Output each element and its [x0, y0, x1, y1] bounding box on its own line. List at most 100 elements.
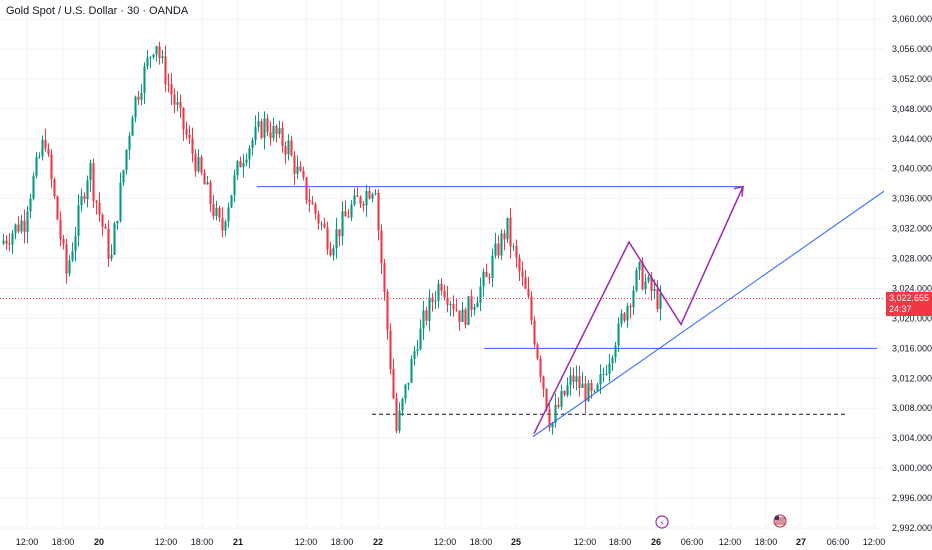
candle-body: [491, 255, 494, 278]
candle-body: [26, 211, 29, 232]
candle-body: [524, 277, 527, 289]
candle-body: [317, 213, 320, 224]
candle-body: [527, 288, 530, 297]
current-price-tag: 3,022.655 24:37: [886, 292, 932, 316]
price-tick-label: 3,012.000: [892, 373, 932, 383]
candle-body: [140, 93, 143, 100]
candle-body: [74, 236, 77, 252]
candle-body: [581, 383, 584, 388]
candle-body: [329, 249, 332, 256]
candle-body: [452, 304, 455, 310]
candle-body: [242, 162, 245, 168]
candle-body: [113, 223, 116, 255]
price-tick-label: 3,004.000: [892, 433, 932, 443]
candle-body: [608, 363, 611, 374]
candle-body: [254, 126, 257, 141]
candle-body: [476, 302, 479, 308]
candle-body: [185, 129, 188, 135]
candle-body: [563, 390, 566, 396]
candle-body: [83, 196, 86, 200]
candle-body: [590, 383, 593, 391]
candle-body: [629, 305, 632, 308]
candle-body: [602, 373, 605, 375]
candle-body: [152, 54, 155, 58]
candle-body: [206, 182, 209, 185]
candle-body: [284, 146, 287, 155]
candle-body: [161, 56, 164, 59]
candle-body: [359, 196, 362, 205]
candle-body: [443, 290, 446, 298]
candle-body: [212, 204, 215, 216]
candle-body: [539, 358, 542, 377]
candle-body: [395, 397, 398, 431]
candle-body: [203, 172, 206, 185]
candle-body: [116, 220, 119, 224]
bar-countdown: 24:37: [889, 304, 912, 314]
time-tick-label: 22: [373, 537, 383, 547]
candle-body: [95, 200, 98, 203]
candle-body: [461, 309, 464, 323]
price-axis[interactable]: 3,060.000 3,056.000 3,052.000 3,048.000 3,04…: [892, 14, 932, 533]
candle-body: [620, 313, 623, 324]
time-tick-label: 12:00: [295, 537, 318, 547]
candle-body: [551, 422, 554, 428]
candle-body: [8, 243, 11, 245]
price-tick-label: 3,020.000: [892, 313, 932, 323]
candle-body: [455, 309, 458, 311]
candle-body: [194, 153, 197, 172]
time-tick-label: 18:00: [470, 537, 493, 547]
candle-body: [440, 283, 443, 291]
price-tick-label: 3,000.000: [892, 463, 932, 473]
candle-body: [146, 57, 149, 67]
candle-body: [287, 140, 290, 155]
candle-body: [410, 358, 413, 383]
candle-body: [41, 139, 44, 157]
candle-body: [299, 166, 302, 171]
candle-body: [56, 196, 59, 220]
time-tick-label: 18:00: [331, 537, 354, 547]
candle-body: [191, 138, 194, 154]
candle-body: [530, 296, 533, 321]
time-tick-label: 18:00: [52, 537, 75, 547]
candle-body: [338, 229, 341, 237]
candle-body: [266, 118, 269, 133]
candlestick-series: [2, 41, 662, 435]
candle-body: [119, 182, 122, 221]
candle-body: [221, 217, 224, 231]
price-tick-label: 3,016.000: [892, 343, 932, 353]
candle-body: [326, 227, 329, 250]
candle-body: [494, 243, 497, 256]
candle-body: [59, 219, 62, 239]
candle-body: [173, 94, 176, 105]
candle-body: [86, 180, 89, 200]
projection-arrowhead: [733, 185, 744, 197]
candle-body: [263, 118, 266, 138]
candle-body: [473, 307, 476, 310]
time-tick-label: 06:00: [681, 537, 704, 547]
candle-body: [566, 385, 569, 396]
price-tick-label: 3,052.000: [892, 74, 932, 84]
candle-body: [53, 179, 56, 197]
candle-body: [71, 251, 74, 261]
candle-body: [89, 163, 92, 181]
time-axis[interactable]: 12:00 18:00 20 12:00 18:00 21 12:00 18:00 22 12:0…: [16, 537, 886, 547]
horizontal-levels: [0, 186, 884, 415]
candle-body: [650, 277, 653, 291]
candle-body: [638, 262, 641, 270]
candle-body: [641, 262, 644, 290]
candle-body: [506, 217, 509, 240]
candle-body: [20, 220, 23, 232]
candle-body: [182, 107, 185, 130]
candle-body: [281, 128, 284, 147]
candle-body: [437, 283, 440, 301]
candle-body: [503, 233, 506, 240]
candle-body: [239, 161, 242, 168]
candle-body: [482, 271, 485, 287]
price-tick-label: 3,032.000: [892, 224, 932, 234]
candle-body: [5, 240, 8, 244]
price-tick-label: 3,044.000: [892, 134, 932, 144]
candle-body: [197, 156, 200, 172]
candle-body: [401, 398, 404, 411]
candle-body: [38, 156, 41, 158]
